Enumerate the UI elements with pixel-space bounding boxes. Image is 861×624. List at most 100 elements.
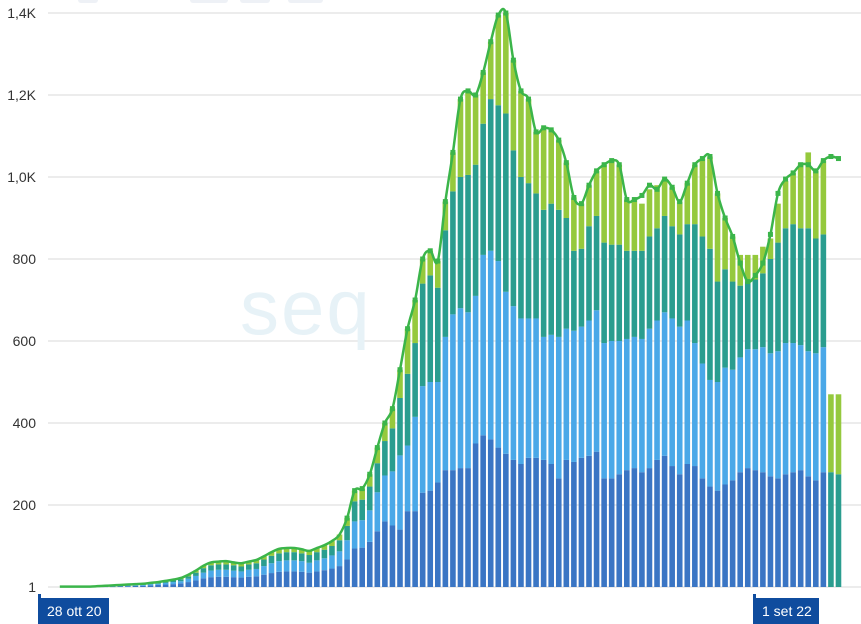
bar-segment-series-1 (775, 478, 781, 587)
bar-segment-series-2 (624, 338, 630, 471)
bar-segment-series-1 (782, 474, 789, 587)
bar-segment-series-2 (563, 328, 570, 460)
bar-segment-series-3 (601, 242, 607, 344)
bar-segment-series-1 (329, 568, 335, 587)
total-point-marker (420, 256, 426, 262)
bar-segment-series-4 (442, 201, 449, 231)
bar-segment-series-1 (140, 585, 146, 587)
bar-segment-series-2 (555, 336, 562, 479)
bar-segment-series-4 (624, 199, 630, 251)
bar-segment-series-4 (669, 187, 675, 227)
bar-segment-series-2 (571, 330, 577, 462)
bar-segment-series-1 (699, 478, 706, 587)
bar-segment-series-2 (298, 561, 305, 572)
bar-segment-series-2 (480, 254, 486, 436)
bar-segment-series-3 (162, 581, 169, 583)
bar-segment-series-3 (268, 555, 275, 564)
bar-segment-series-1 (261, 574, 267, 587)
bar-segment-series-4 (480, 72, 486, 124)
bar-segment-series-4 (215, 561, 222, 565)
bar-segment-series-1 (654, 459, 660, 587)
bar-segment-series-3 (170, 580, 176, 583)
bar-segment-series-2 (261, 566, 267, 575)
bar-segment-series-3 (578, 248, 585, 327)
bar-segment-series-1 (820, 472, 827, 587)
bar-segment-series-2 (268, 563, 275, 574)
bar-segment-series-1 (631, 468, 638, 587)
bar-segment-series-1 (571, 461, 577, 587)
bar-segment-series-4 (321, 545, 328, 550)
bar-segment-series-1 (525, 457, 532, 587)
bar-segment-series-3 (699, 236, 706, 364)
tab-stub (240, 0, 270, 3)
total-point-marker (699, 156, 705, 162)
y-tick-label: 1,4K (7, 5, 36, 21)
total-point-marker (646, 182, 652, 188)
bar-segment-series-4 (253, 559, 260, 564)
bar-segment-series-2 (813, 353, 819, 481)
bar-segment-series-4 (729, 236, 736, 282)
y-tick-label: 600 (13, 333, 37, 349)
bar-segment-series-4 (344, 518, 350, 526)
bar-segment-series-4 (775, 203, 781, 243)
total-point-marker (760, 260, 766, 266)
total-point-marker (556, 137, 562, 143)
bar-segment-series-4 (828, 394, 834, 473)
bar-segment-series-1 (790, 472, 796, 587)
bar-segment-series-3 (737, 285, 743, 358)
bar-segment-series-4 (782, 181, 789, 229)
bar-segment-series-4 (298, 549, 305, 554)
bar-segment-series-3 (389, 428, 396, 472)
total-point-marker (805, 162, 811, 168)
bar-segment-series-3 (722, 269, 728, 368)
bar-segment-series-3 (193, 572, 199, 576)
bar-segment-series-1 (472, 443, 479, 587)
bar-segment-series-4 (276, 548, 282, 554)
bar-segment-series-1 (548, 464, 554, 587)
bar-segment-series-3 (661, 215, 668, 313)
bar-segment-series-1 (208, 577, 214, 587)
bar-segment-series-2 (223, 569, 229, 577)
bar-segment-series-2 (797, 345, 804, 471)
bar-segment-series-2 (329, 555, 335, 569)
bar-segment-series-4 (586, 185, 592, 227)
bar-segment-series-2 (790, 343, 796, 473)
bar-segment-series-1 (185, 582, 192, 587)
x-axis-start-label: 28 ott 20 (38, 594, 109, 624)
bar-segment-series-1 (616, 474, 623, 587)
bar-segment-series-1 (412, 511, 418, 587)
bar-segment-series-3 (510, 150, 517, 307)
bar-segment-series-4 (246, 561, 252, 565)
bar-segment-series-1 (540, 459, 547, 587)
bar-segment-series-4 (571, 197, 577, 251)
bar-segment-series-2 (495, 261, 502, 448)
bar-segment-series-4 (412, 300, 418, 344)
total-point-marker (541, 125, 547, 131)
bar-segment-series-1 (639, 472, 645, 587)
bar-segment-series-3 (548, 203, 554, 335)
bar-segment-series-3 (344, 525, 350, 541)
total-point-marker (730, 233, 736, 239)
bar-segment-series-2 (359, 520, 365, 548)
total-point-marker (563, 160, 569, 166)
bar-segment-series-3 (692, 224, 698, 344)
y-tick-label: 200 (13, 497, 37, 513)
bar-segment-series-2 (314, 560, 320, 572)
bar-segment-series-4 (797, 162, 804, 229)
total-point-marker (654, 186, 660, 192)
bar-segment-series-3 (314, 552, 320, 561)
bar-segment-series-4 (314, 548, 320, 553)
bar-segment-series-1 (465, 468, 471, 587)
bar-segment-series-3 (540, 209, 547, 337)
bar-segment-series-1 (246, 576, 252, 587)
bar-segment-series-3 (571, 250, 577, 331)
bar-segment-series-2 (472, 295, 479, 444)
bar-segment-series-3 (366, 486, 373, 511)
bars-group (94, 13, 842, 588)
bar-segment-series-2 (321, 558, 328, 571)
bar-segment-series-2 (646, 328, 653, 469)
bar-segment-series-2 (714, 382, 721, 491)
total-point-marker (790, 170, 796, 176)
bar-segment-series-4 (744, 254, 751, 282)
